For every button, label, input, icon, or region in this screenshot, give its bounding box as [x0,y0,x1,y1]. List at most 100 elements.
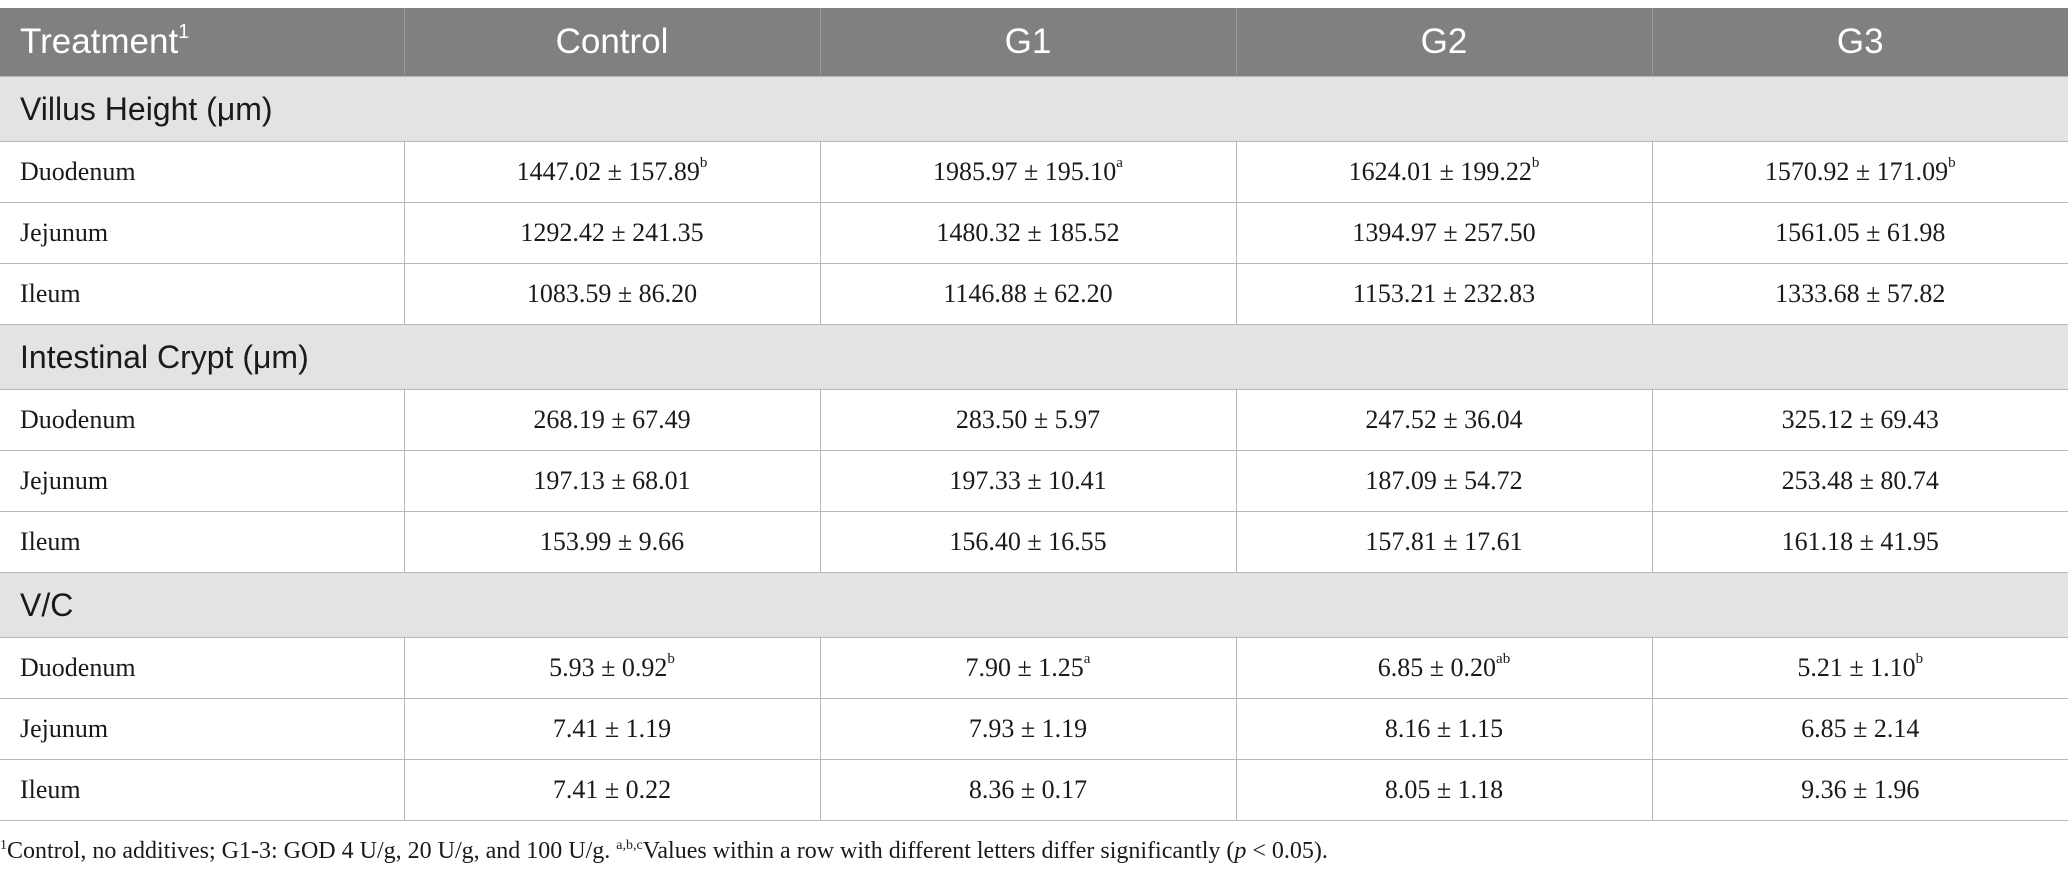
cell-value: 156.40 ± 16.55 [949,527,1107,556]
cell-value: 7.93 ± 1.19 [968,714,1088,743]
footnote-marker-1: 1 [0,838,7,853]
table-container: Treatment1 Control G1 G2 G3 Villus Heigh… [0,8,2068,821]
row-label: Duodenum [0,141,405,203]
cell-value: 1985.97 ± 195.10 [933,157,1117,186]
section-title: Villus Height (μm) [0,76,2068,142]
header-control: Control [403,8,820,77]
table-cell: 5.21 ± 1.10b [1651,637,2068,699]
section-row-intestinal-crypt-m: Intestinal Crypt (μm) [0,324,2068,390]
cell-value: 1394.97 ± 257.50 [1352,218,1536,247]
cell-value: 283.50 ± 5.97 [955,405,1101,434]
cell-value: 9.36 ± 1.96 [1801,775,1920,804]
table-cell: 1985.97 ± 195.10a [819,141,1237,203]
footnote-text-1: Control, no additives; G1-3: GOD 4 U/g, … [7,838,617,864]
table-cell: 153.99 ± 9.66 [403,511,821,573]
table-cell: 8.16 ± 1.15 [1235,698,1653,760]
table-row: Jejunum 197.13 ± 68.01 197.33 ± 10.41 187.0… [0,450,2068,512]
footnote-p-symbol: p [1234,838,1247,864]
footnote-text-2: Values within a row with different lette… [642,838,1235,864]
significance-letter: b [699,155,708,172]
header-g1: G1 [819,8,1236,77]
row-label: Ileum [0,263,405,325]
row-label: Duodenum [0,637,405,699]
cell-value: 197.33 ± 10.41 [949,466,1107,495]
significance-letter: b [1948,155,1956,172]
cell-value: 7.90 ± 1.25 [965,653,1084,682]
significance-letter: b [1531,155,1540,172]
table-cell: 197.33 ± 10.41 [819,450,1237,512]
table-row: Jejunum 1292.42 ± 241.35 1480.32 ± 185.52 1… [0,202,2068,264]
row-label: Ileum [0,511,405,573]
cell-value: 7.41 ± 1.19 [552,714,672,743]
table-cell: 7.41 ± 1.19 [403,698,821,760]
cell-value: 1153.21 ± 232.83 [1352,279,1536,308]
cell-value: 1480.32 ± 185.52 [936,218,1120,247]
table-cell: 325.12 ± 69.43 [1651,389,2068,451]
table-row: Ileum 153.99 ± 9.66 156.40 ± 16.55 157.81 ±… [0,511,2068,573]
footnote-text-3: < 0.05). [1246,838,1328,864]
cell-value: 6.85 ± 2.14 [1801,714,1920,743]
cell-value: 1624.01 ± 199.22 [1348,157,1532,186]
cell-value: 325.12 ± 69.43 [1781,405,1939,434]
cell-value: 197.13 ± 68.01 [533,466,691,495]
cell-value: 5.93 ± 0.92 [549,653,668,682]
table-cell: 247.52 ± 36.04 [1235,389,1653,451]
table-cell: 8.05 ± 1.18 [1235,759,1653,821]
significance-letter: b [667,651,675,668]
table-cell: 8.36 ± 0.17 [819,759,1237,821]
table-body: Villus Height (μm) Duodenum 1447.02 ± 157.… [0,76,2068,821]
table-cell: 7.90 ± 1.25a [819,637,1237,699]
table-row: Ileum 1083.59 ± 86.20 1146.88 ± 62.20 1153.… [0,263,2068,325]
table-cell: 253.48 ± 80.74 [1651,450,2068,512]
cell-value: 161.18 ± 41.95 [1781,527,1939,556]
section-title: Intestinal Crypt (μm) [0,324,2068,390]
row-label: Jejunum [0,450,405,512]
significance-letter: b [1915,651,1924,668]
header-treatment: Treatment1 [0,8,404,77]
cell-value: 1570.92 ± 171.09 [1764,157,1949,186]
cell-value: 7.41 ± 0.22 [552,775,672,804]
table-header: Treatment1 Control G1 G2 G3 [0,8,2068,77]
table-cell: 283.50 ± 5.97 [819,389,1237,451]
table-cell: 1083.59 ± 86.20 [403,263,821,325]
table-cell: 1447.02 ± 157.89b [403,141,821,203]
cell-value: 1561.05 ± 61.98 [1775,218,1946,247]
cell-value: 1083.59 ± 86.20 [526,279,698,308]
table-row: Duodenum 268.19 ± 67.49 283.50 ± 5.97 247.5… [0,389,2068,451]
table-row: Ileum 7.41 ± 0.22 8.36 ± 0.17 8.05 ± 1.18 9.… [0,759,2068,821]
table-cell: 157.81 ± 17.61 [1235,511,1653,573]
cell-value: 8.36 ± 0.17 [968,775,1088,804]
cell-value: 157.81 ± 17.61 [1365,527,1523,556]
table-cell: 6.85 ± 2.14 [1651,698,2068,760]
table-cell: 1570.92 ± 171.09b [1651,141,2068,203]
table-cell: 161.18 ± 41.95 [1651,511,2068,573]
table-cell: 1292.42 ± 241.35 [403,202,821,264]
footnote: 1Control, no additives; G1-3: GOD 4 U/g,… [0,838,2068,865]
table-cell: 1624.01 ± 199.22b [1235,141,1653,203]
section-row-villus-height-m: Villus Height (μm) [0,76,2068,142]
table-cell: 1561.05 ± 61.98 [1651,202,2068,264]
table-cell: 1394.97 ± 257.50 [1235,202,1653,264]
cell-value: 8.16 ± 1.15 [1384,714,1504,743]
cell-value: 268.19 ± 67.49 [533,405,691,434]
significance-letter: a [1116,155,1123,172]
table-cell: 7.41 ± 0.22 [403,759,821,821]
table-cell: 268.19 ± 67.49 [403,389,821,451]
table-cell: 197.13 ± 68.01 [403,450,821,512]
table-cell: 1480.32 ± 185.52 [819,202,1237,264]
cell-value: 1447.02 ± 157.89 [516,157,700,186]
table-row: Duodenum 1447.02 ± 157.89b 1985.97 ± 195.1… [0,141,2068,203]
cell-value: 253.48 ± 80.74 [1781,466,1939,495]
table-cell: 1333.68 ± 57.82 [1651,263,2068,325]
cell-value: 187.09 ± 54.72 [1365,466,1523,495]
table-cell: 1146.88 ± 62.20 [819,263,1237,325]
table-cell: 156.40 ± 16.55 [819,511,1237,573]
section-row-v-c: V/C [0,572,2068,638]
header-treatment-marker: 1 [178,21,190,44]
cell-value: 1292.42 ± 241.35 [520,218,704,247]
table-row: Jejunum 7.41 ± 1.19 7.93 ± 1.19 8.16 ± 1.15… [0,698,2068,760]
cell-value: 153.99 ± 9.66 [539,527,685,556]
row-label: Jejunum [0,698,405,760]
data-table: Treatment1 Control G1 G2 G3 Villus Heigh… [0,8,2068,821]
significance-letter: ab [1496,651,1511,668]
